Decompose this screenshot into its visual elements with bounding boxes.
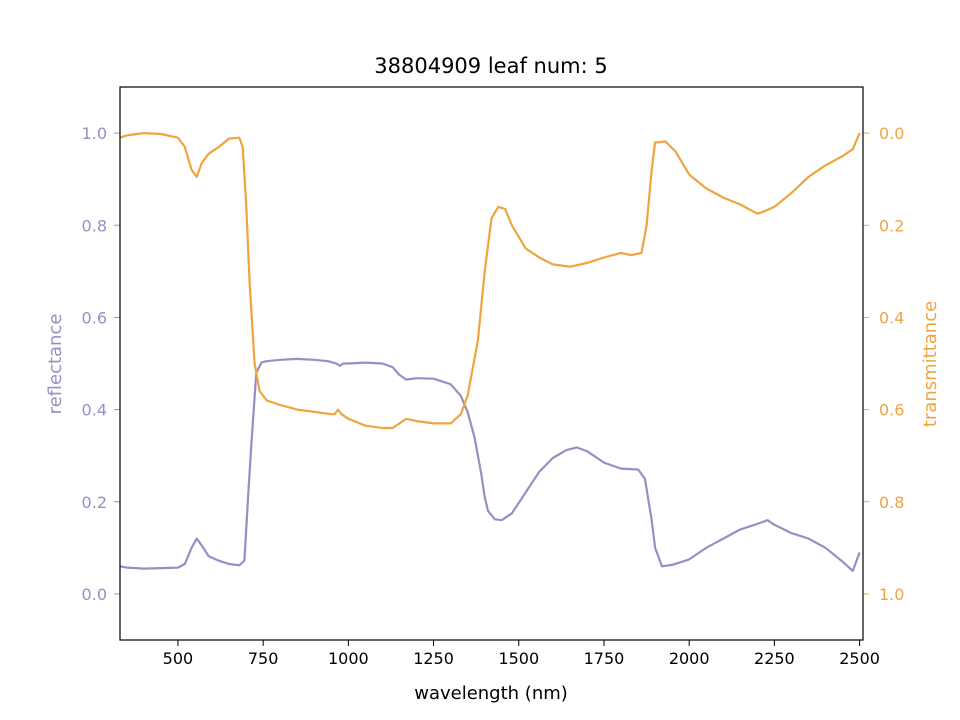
x-tick-label: 2250: [754, 649, 795, 668]
series-layer: [119, 132, 861, 572]
y-axis-left-label: reflectance: [45, 314, 66, 415]
y-right-tick-label: 0.8: [879, 493, 904, 512]
x-tick-label: 1250: [413, 649, 454, 668]
y-left-tick-label: 0.8: [82, 216, 107, 235]
y-right-tick-label: 0.6: [879, 401, 904, 420]
transmittance-line: [119, 132, 861, 430]
x-tick-label: 1500: [498, 649, 539, 668]
y-left-tick-label: 0.2: [82, 493, 107, 512]
x-tick-label: 1000: [328, 649, 369, 668]
y-right-tick-label: 0.4: [879, 308, 904, 327]
reflectance-line: [119, 357, 861, 572]
y-left-tick-label: 0.4: [82, 401, 107, 420]
y-left-tick-label: 1.0: [82, 124, 107, 143]
x-axis-label: wavelength (nm): [414, 683, 568, 704]
y-right-tick-label: 1.0: [879, 585, 904, 604]
x-tick-label: 2000: [669, 649, 710, 668]
x-tick-label: 1750: [584, 649, 625, 668]
plot-frame: [119, 86, 864, 641]
y-left-tick-label: 0.6: [82, 308, 107, 327]
ticks-layer: 500 750 1000 1250 1500 1750 2000 2250 2500 0.0 0.2…: [82, 124, 905, 668]
x-tick-label: 500: [163, 649, 194, 668]
y-left-tick-label: 0.0: [82, 585, 107, 604]
plot-area: [120, 87, 863, 640]
x-tick-label: 2500: [839, 649, 880, 668]
y-right-tick-label: 0.0: [879, 124, 904, 143]
x-tick-label: 750: [248, 649, 279, 668]
y-axis-right-label: transmittance: [920, 301, 941, 427]
y-right-tick-label: 0.2: [879, 216, 904, 235]
chart-title: 38804909 leaf num: 5: [374, 54, 607, 78]
